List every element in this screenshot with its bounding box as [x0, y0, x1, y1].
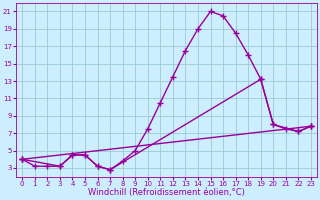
X-axis label: Windchill (Refroidissement éolien,°C): Windchill (Refroidissement éolien,°C) — [88, 188, 245, 197]
